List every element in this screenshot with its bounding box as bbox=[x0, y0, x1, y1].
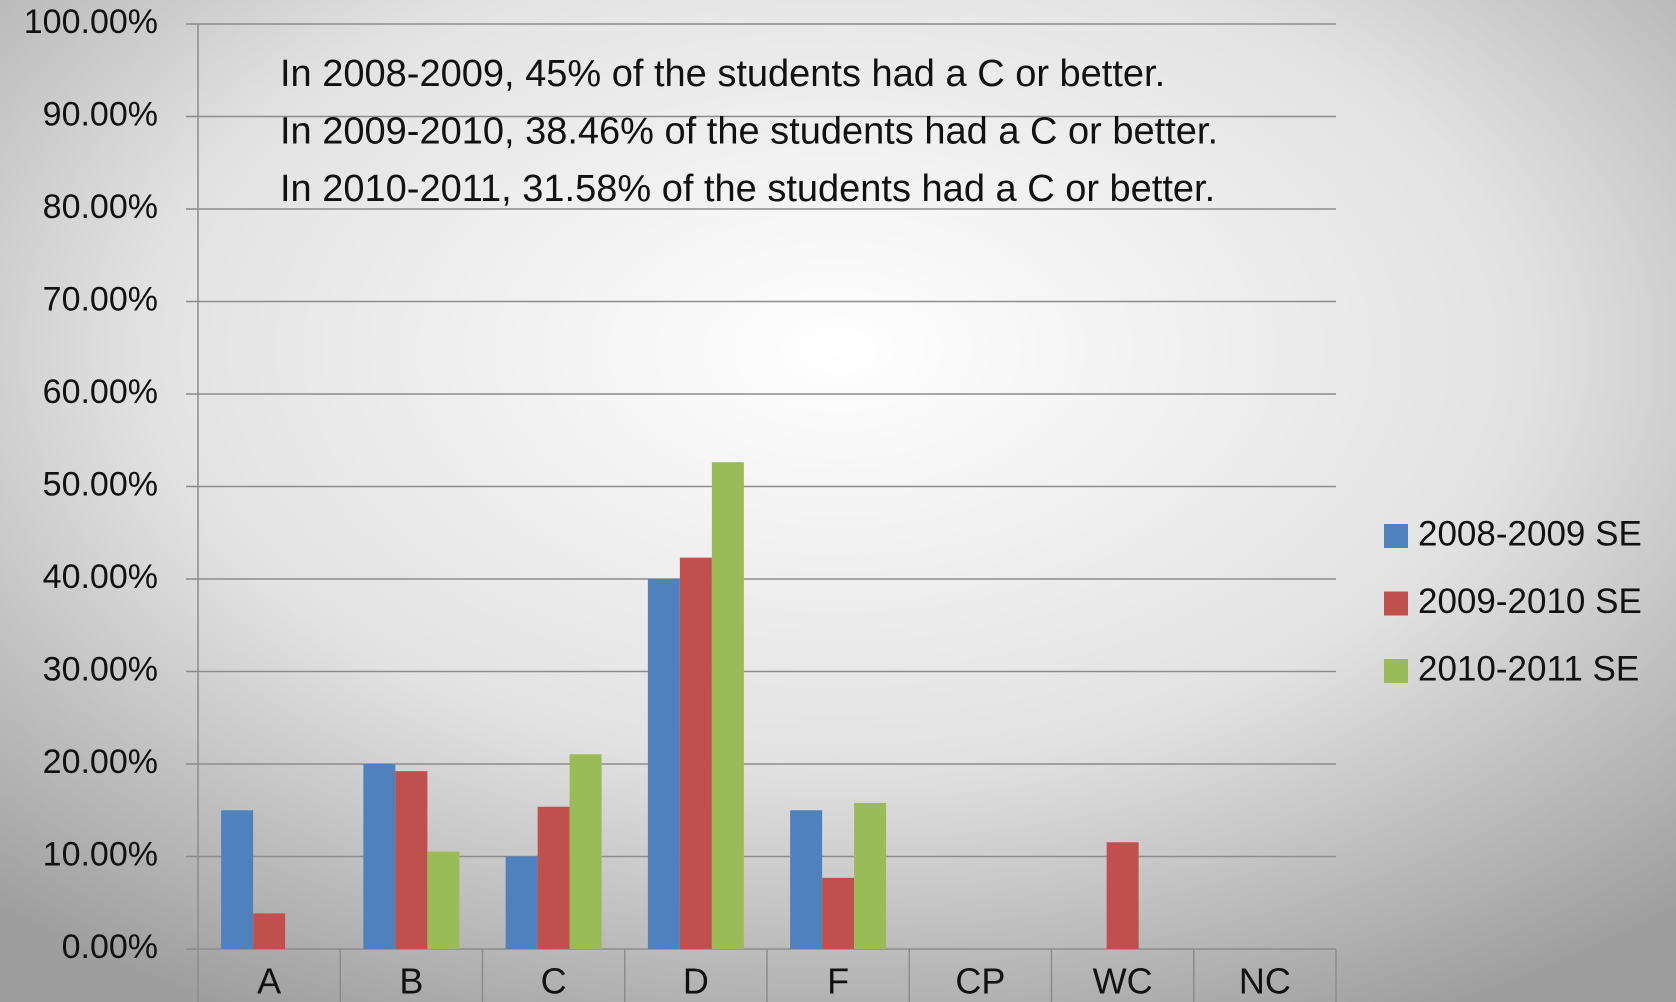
x-tick-label: WC bbox=[1093, 961, 1153, 1002]
legend-label: 2008-2009 SE bbox=[1418, 514, 1642, 553]
y-tick-label: 80.00% bbox=[43, 188, 158, 226]
bar bbox=[505, 856, 538, 949]
y-tick-label: 0.00% bbox=[62, 928, 158, 966]
x-tick-label: B bbox=[399, 961, 423, 1002]
y-tick-label: 70.00% bbox=[43, 280, 158, 318]
legend-swatch bbox=[1384, 524, 1408, 548]
y-tick-label: 40.00% bbox=[43, 558, 158, 596]
labels: 0.00% 10.00% 20.00% 30.00% 40.00% 50.00% 60.00… bbox=[24, 3, 1642, 1002]
x-tick-label: A bbox=[257, 961, 281, 1002]
x-tick-label: NC bbox=[1239, 961, 1291, 1002]
bar bbox=[790, 810, 823, 949]
annotation: In 2008-2009, 45% of the students had a … bbox=[280, 53, 1165, 95]
bar bbox=[569, 754, 602, 949]
annotation: In 2009-2010, 38.46% of the students had… bbox=[280, 111, 1218, 153]
bar bbox=[537, 806, 570, 949]
bar bbox=[253, 913, 286, 949]
bar bbox=[822, 877, 855, 949]
legend-label: 2009-2010 SE bbox=[1418, 582, 1642, 621]
bar bbox=[363, 764, 396, 949]
grid bbox=[186, 23, 1337, 1002]
y-tick-label: 30.00% bbox=[43, 650, 158, 688]
x-tick-label: CP bbox=[955, 961, 1005, 1002]
y-tick-label: 50.00% bbox=[43, 465, 158, 503]
x-tick-label: F bbox=[827, 961, 849, 1002]
bars bbox=[221, 462, 1139, 949]
y-tick-label: 20.00% bbox=[43, 743, 158, 781]
bar bbox=[1106, 842, 1139, 949]
legend-label: 2010-2011 SE bbox=[1418, 649, 1639, 688]
y-tick-label: 10.00% bbox=[43, 835, 158, 873]
bar bbox=[395, 771, 428, 949]
x-tick-label: C bbox=[541, 961, 567, 1002]
bar bbox=[221, 810, 254, 949]
bar bbox=[711, 462, 744, 949]
bar bbox=[647, 579, 680, 949]
bar bbox=[427, 851, 460, 949]
bar bbox=[679, 557, 712, 949]
y-tick-label: 90.00% bbox=[43, 95, 158, 133]
bar bbox=[854, 802, 887, 949]
y-tick-label: 100.00% bbox=[24, 3, 158, 41]
x-tick-label: D bbox=[683, 961, 709, 1002]
annotation: In 2010-2011, 31.58% of the students had… bbox=[280, 168, 1215, 210]
legend-swatch bbox=[1384, 659, 1408, 683]
legend-swatch bbox=[1384, 591, 1408, 616]
y-tick-label: 60.00% bbox=[43, 373, 158, 411]
